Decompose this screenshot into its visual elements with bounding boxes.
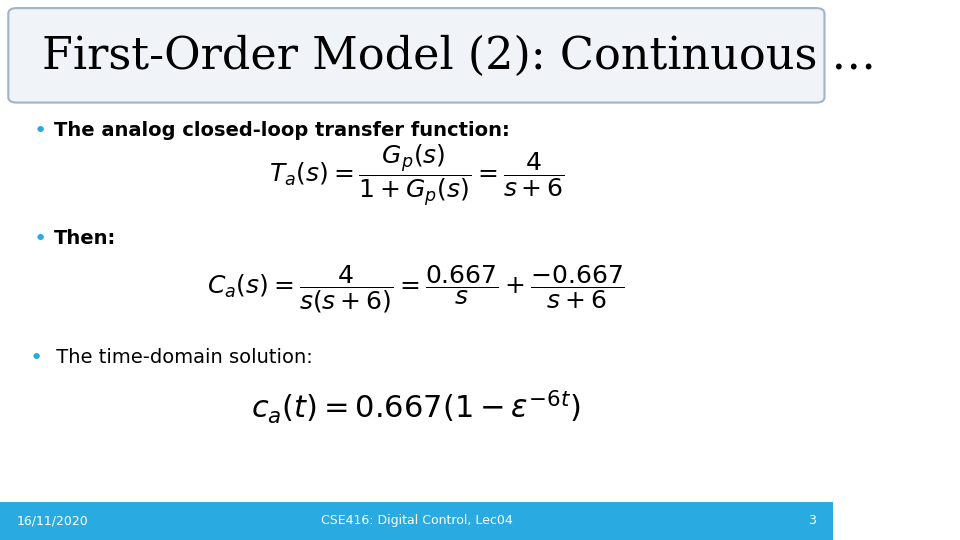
Text: •: • — [34, 122, 47, 141]
Text: The time-domain solution:: The time-domain solution: — [50, 348, 313, 367]
Text: •: • — [34, 230, 47, 249]
Text: The analog closed-loop transfer function:: The analog closed-loop transfer function… — [54, 122, 510, 140]
Text: $c_a(t) = 0.667(1 - \varepsilon^{-6t})$: $c_a(t) = 0.667(1 - \varepsilon^{-6t})$ — [252, 389, 582, 427]
Text: First-Order Model (2): Continuous …: First-Order Model (2): Continuous … — [41, 35, 876, 78]
Text: 3: 3 — [808, 514, 816, 527]
Text: $C_a(s) = \dfrac{4}{s(s + 6)} = \dfrac{0.667}{s} + \dfrac{-0.667}{s + 6}$: $C_a(s) = \dfrac{4}{s(s + 6)} = \dfrac{0… — [207, 263, 625, 315]
Text: $T_a(s) = \dfrac{G_p(s)}{1 + G_p(s)} = \dfrac{4}{s + 6}$: $T_a(s) = \dfrac{G_p(s)}{1 + G_p(s)} = \… — [269, 143, 564, 208]
Text: CSE416: Digital Control, Lec04: CSE416: Digital Control, Lec04 — [321, 514, 513, 527]
Text: Then:: Then: — [54, 230, 116, 248]
Text: 16/11/2020: 16/11/2020 — [16, 514, 88, 527]
FancyBboxPatch shape — [0, 501, 833, 540]
FancyBboxPatch shape — [9, 8, 825, 103]
Text: •: • — [29, 348, 42, 368]
